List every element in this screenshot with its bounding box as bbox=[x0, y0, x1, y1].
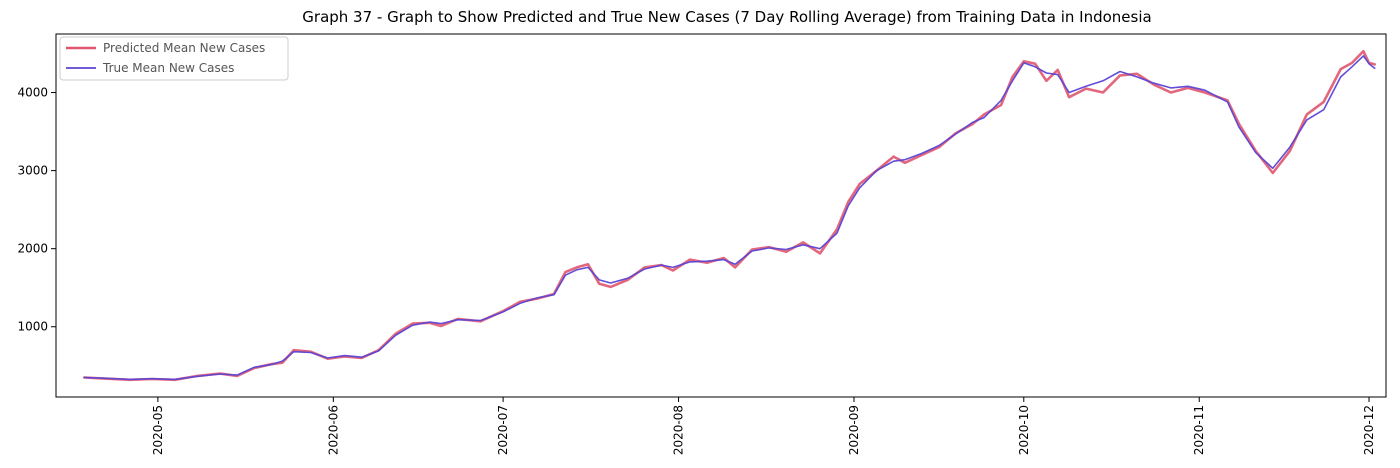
y-tick-label: 1000 bbox=[17, 320, 48, 334]
x-tick-label: 2020-10 bbox=[1017, 405, 1031, 455]
x-tick-label: 2020-07 bbox=[496, 405, 510, 455]
legend-box bbox=[59, 36, 289, 81]
x-tick-label: 2020-11 bbox=[1192, 405, 1206, 455]
series-line-predicted bbox=[83, 49, 1376, 382]
chart-title: Graph 37 - Graph to Show Predicted and T… bbox=[302, 8, 1151, 26]
x-tick-label: 2020-08 bbox=[672, 405, 686, 455]
y-axis: 1000 2000 3000 4000 bbox=[17, 86, 56, 334]
x-tick-label: 2020-05 bbox=[151, 405, 165, 455]
legend: Predicted Mean New Cases True Mean New C… bbox=[59, 36, 289, 81]
y-tick-label: 4000 bbox=[17, 86, 48, 100]
series-line-true bbox=[83, 55, 1376, 381]
x-tick-label: 2020-06 bbox=[326, 405, 340, 455]
legend-label-true: True Mean New Cases bbox=[102, 61, 234, 75]
plot-area bbox=[55, 33, 1387, 398]
y-tick-label: 3000 bbox=[17, 164, 48, 178]
y-tick-label: 2000 bbox=[17, 242, 48, 256]
x-tick-label: 2020-12 bbox=[1362, 405, 1376, 455]
x-axis: 2020-05 2020-06 2020-07 2020-08 2020-09 2020-… bbox=[151, 397, 1376, 455]
series-layer bbox=[83, 49, 1376, 382]
x-tick-label: 2020-09 bbox=[847, 405, 861, 455]
legend-label-predicted: Predicted Mean New Cases bbox=[103, 41, 265, 55]
